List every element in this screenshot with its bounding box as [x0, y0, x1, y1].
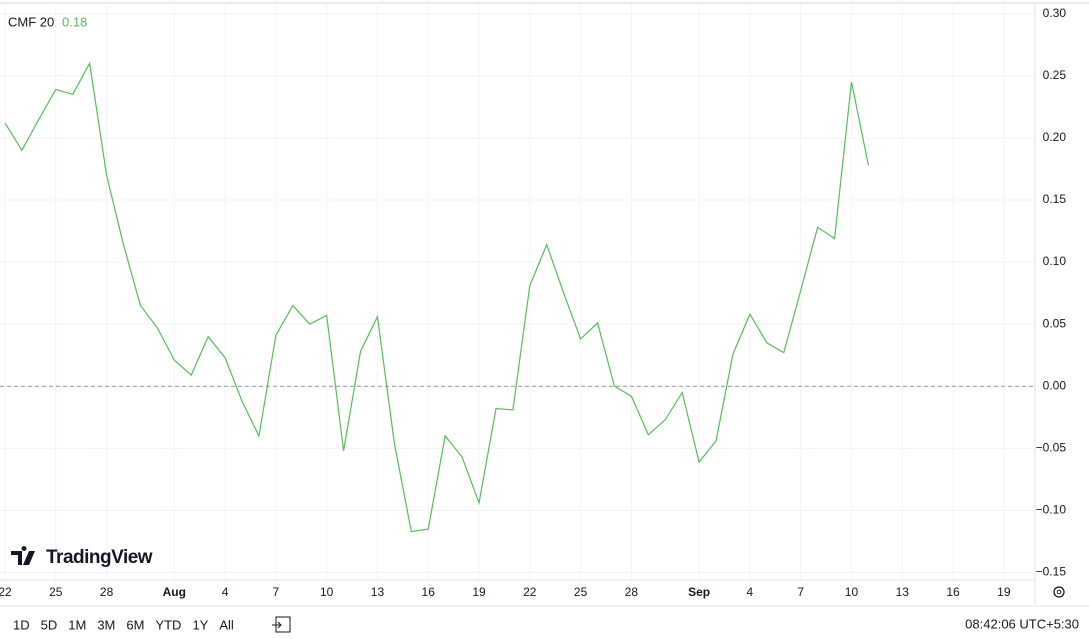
- y-tick-label: −0.15: [1036, 565, 1067, 579]
- x-tick-label: 7: [273, 585, 280, 599]
- grid: [0, 5, 1035, 580]
- x-tick-label: Sep: [688, 585, 710, 599]
- range-button[interactable]: 3M: [97, 617, 115, 632]
- y-tick-label: 0.30: [1043, 6, 1067, 20]
- x-tick-label: 4: [222, 585, 229, 599]
- range-button[interactable]: All: [219, 617, 234, 632]
- range-button[interactable]: 1M: [68, 617, 86, 632]
- x-tick-label: 10: [320, 585, 334, 599]
- x-tick-label: Aug: [163, 585, 186, 599]
- brand-name: TradingView: [46, 547, 153, 568]
- compare-icon[interactable]: [272, 616, 291, 633]
- x-tick-label: 25: [574, 585, 588, 599]
- y-tick-label: 0.10: [1043, 254, 1067, 268]
- y-tick-label: 0.05: [1043, 316, 1067, 330]
- range-button[interactable]: 6M: [126, 617, 144, 632]
- clock: 08:42:06 UTC+5:30: [965, 616, 1079, 631]
- indicator-name: CMF 20: [8, 14, 54, 29]
- y-tick-label: 0.15: [1043, 192, 1067, 206]
- x-tick-label: 28: [625, 585, 639, 599]
- x-tick-label: 10: [845, 585, 859, 599]
- logo: TradingView: [11, 546, 153, 568]
- x-tick-label: 13: [896, 585, 910, 599]
- cmf-line: [4, 61, 869, 533]
- range-button[interactable]: 5D: [41, 617, 58, 632]
- y-tick-label: −0.10: [1036, 503, 1067, 517]
- y-tick-label: 0.25: [1043, 68, 1067, 82]
- range-button[interactable]: YTD: [155, 617, 181, 632]
- settings-icon[interactable]: [1053, 586, 1065, 598]
- x-tick-label: 16: [422, 585, 436, 599]
- x-tick-label: 22: [0, 585, 12, 599]
- x-tick-label: 19: [997, 585, 1011, 599]
- y-tick-label: 0.00: [1043, 378, 1067, 392]
- range-button[interactable]: 1D: [13, 617, 30, 632]
- y-tick-label: 0.20: [1043, 130, 1067, 144]
- x-tick-label: 28: [100, 585, 114, 599]
- toolbar: 1D 5D 1M 3M 6M YTD 1Y All: [13, 617, 234, 632]
- x-tick-label: 25: [49, 585, 63, 599]
- x-tick-label: 22: [523, 585, 537, 599]
- y-tick-label: −0.05: [1036, 441, 1067, 455]
- x-tick-label: 7: [797, 585, 804, 599]
- x-tick-label: 19: [472, 585, 486, 599]
- x-tick-label: 16: [946, 585, 960, 599]
- x-tick-label: 13: [371, 585, 385, 599]
- range-button[interactable]: 1Y: [192, 617, 208, 632]
- indicator-value: 0.18: [62, 14, 87, 29]
- x-tick-label: 4: [747, 585, 754, 599]
